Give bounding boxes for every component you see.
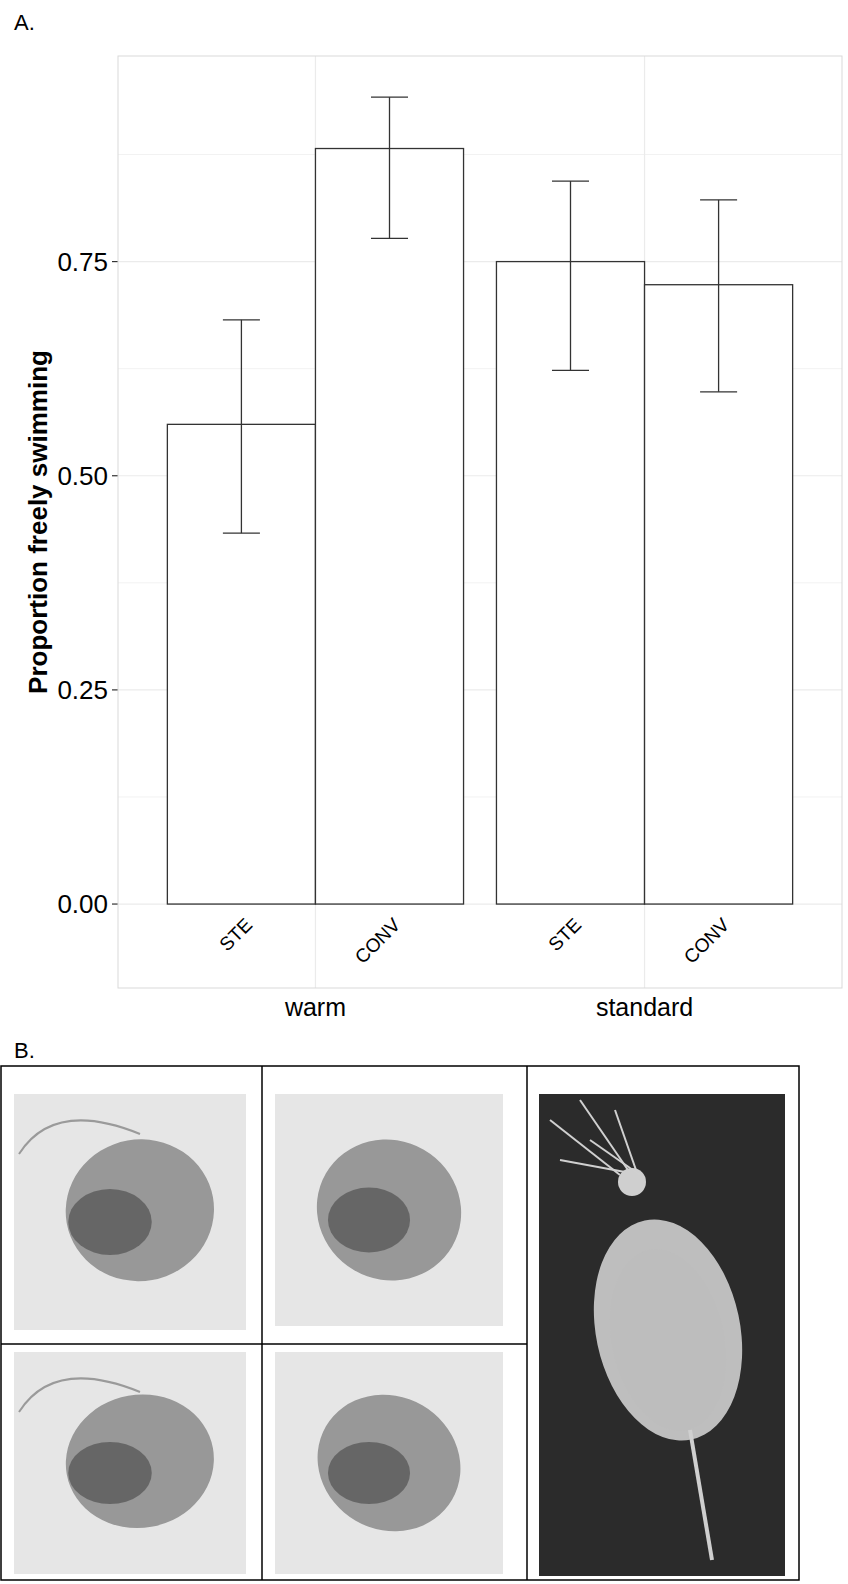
specimen-detail — [328, 1442, 410, 1504]
category-label: warm — [284, 993, 346, 1021]
antenna — [590, 1140, 640, 1175]
error-line — [570, 181, 571, 370]
tick — [112, 475, 118, 476]
divider — [261, 1066, 263, 1580]
tick — [112, 903, 118, 904]
error-cap — [700, 199, 737, 200]
axis-title: Proportion freely swimming — [23, 350, 53, 694]
error-cap — [700, 391, 737, 392]
category-label: standard — [596, 993, 693, 1021]
tick-label: 0.00 — [57, 889, 108, 919]
specimen — [55, 1383, 224, 1540]
error-cap — [552, 180, 589, 181]
panel-label: B. — [14, 1038, 35, 1063]
specimen-detail — [328, 1188, 410, 1253]
tick-label: 0.75 — [57, 247, 108, 277]
series-label: STE — [215, 914, 256, 955]
error-cap — [371, 238, 408, 239]
page: A. 0.00 0.25 0.50 0.75 Proportion freely swim… — [0, 0, 848, 1584]
panel-label: A. — [14, 10, 35, 35]
minor-grid-line — [118, 154, 842, 155]
error-cap — [552, 370, 589, 371]
photo — [14, 1352, 246, 1574]
carapace — [19, 1120, 140, 1154]
error-line — [718, 200, 719, 392]
error-line — [241, 320, 242, 533]
error-line — [389, 97, 390, 238]
photo-grid — [1, 1066, 799, 1580]
antenna — [615, 1110, 636, 1170]
divider — [1, 1343, 527, 1345]
tick-label: 0.25 — [57, 675, 108, 705]
error-bar — [700, 200, 737, 392]
specimen — [574, 1205, 761, 1454]
divider — [526, 1066, 528, 1580]
series-label: CONV — [351, 914, 405, 968]
series-label: STE — [544, 914, 585, 955]
error-bar — [552, 181, 589, 370]
antenna — [560, 1160, 625, 1172]
series-label: CONV — [680, 914, 734, 968]
error-cap — [223, 532, 260, 533]
antenna — [550, 1120, 620, 1175]
photo — [275, 1094, 503, 1326]
error-bar — [371, 97, 408, 238]
photo — [539, 1094, 785, 1576]
error-cap — [223, 319, 260, 320]
specimen-detail — [68, 1189, 152, 1255]
photo — [14, 1094, 246, 1330]
specimen — [54, 1128, 225, 1293]
tick-label: 0.50 — [57, 461, 108, 491]
plot-frame — [118, 56, 842, 988]
photo — [275, 1352, 503, 1574]
specimen — [293, 1369, 486, 1557]
antenna — [580, 1100, 628, 1170]
bar — [315, 149, 463, 905]
specimen — [291, 1113, 487, 1307]
specimen-detail — [594, 1238, 742, 1441]
carapace — [19, 1378, 140, 1412]
plot-background — [118, 56, 842, 988]
specimen-detail — [68, 1442, 152, 1504]
spine — [690, 1430, 712, 1560]
error-cap — [371, 96, 408, 97]
tick — [112, 261, 118, 262]
photo-frame — [1, 1066, 799, 1580]
tick — [112, 689, 118, 690]
error-bar — [223, 320, 260, 533]
grid-line — [118, 261, 842, 262]
marks — [167, 97, 792, 904]
